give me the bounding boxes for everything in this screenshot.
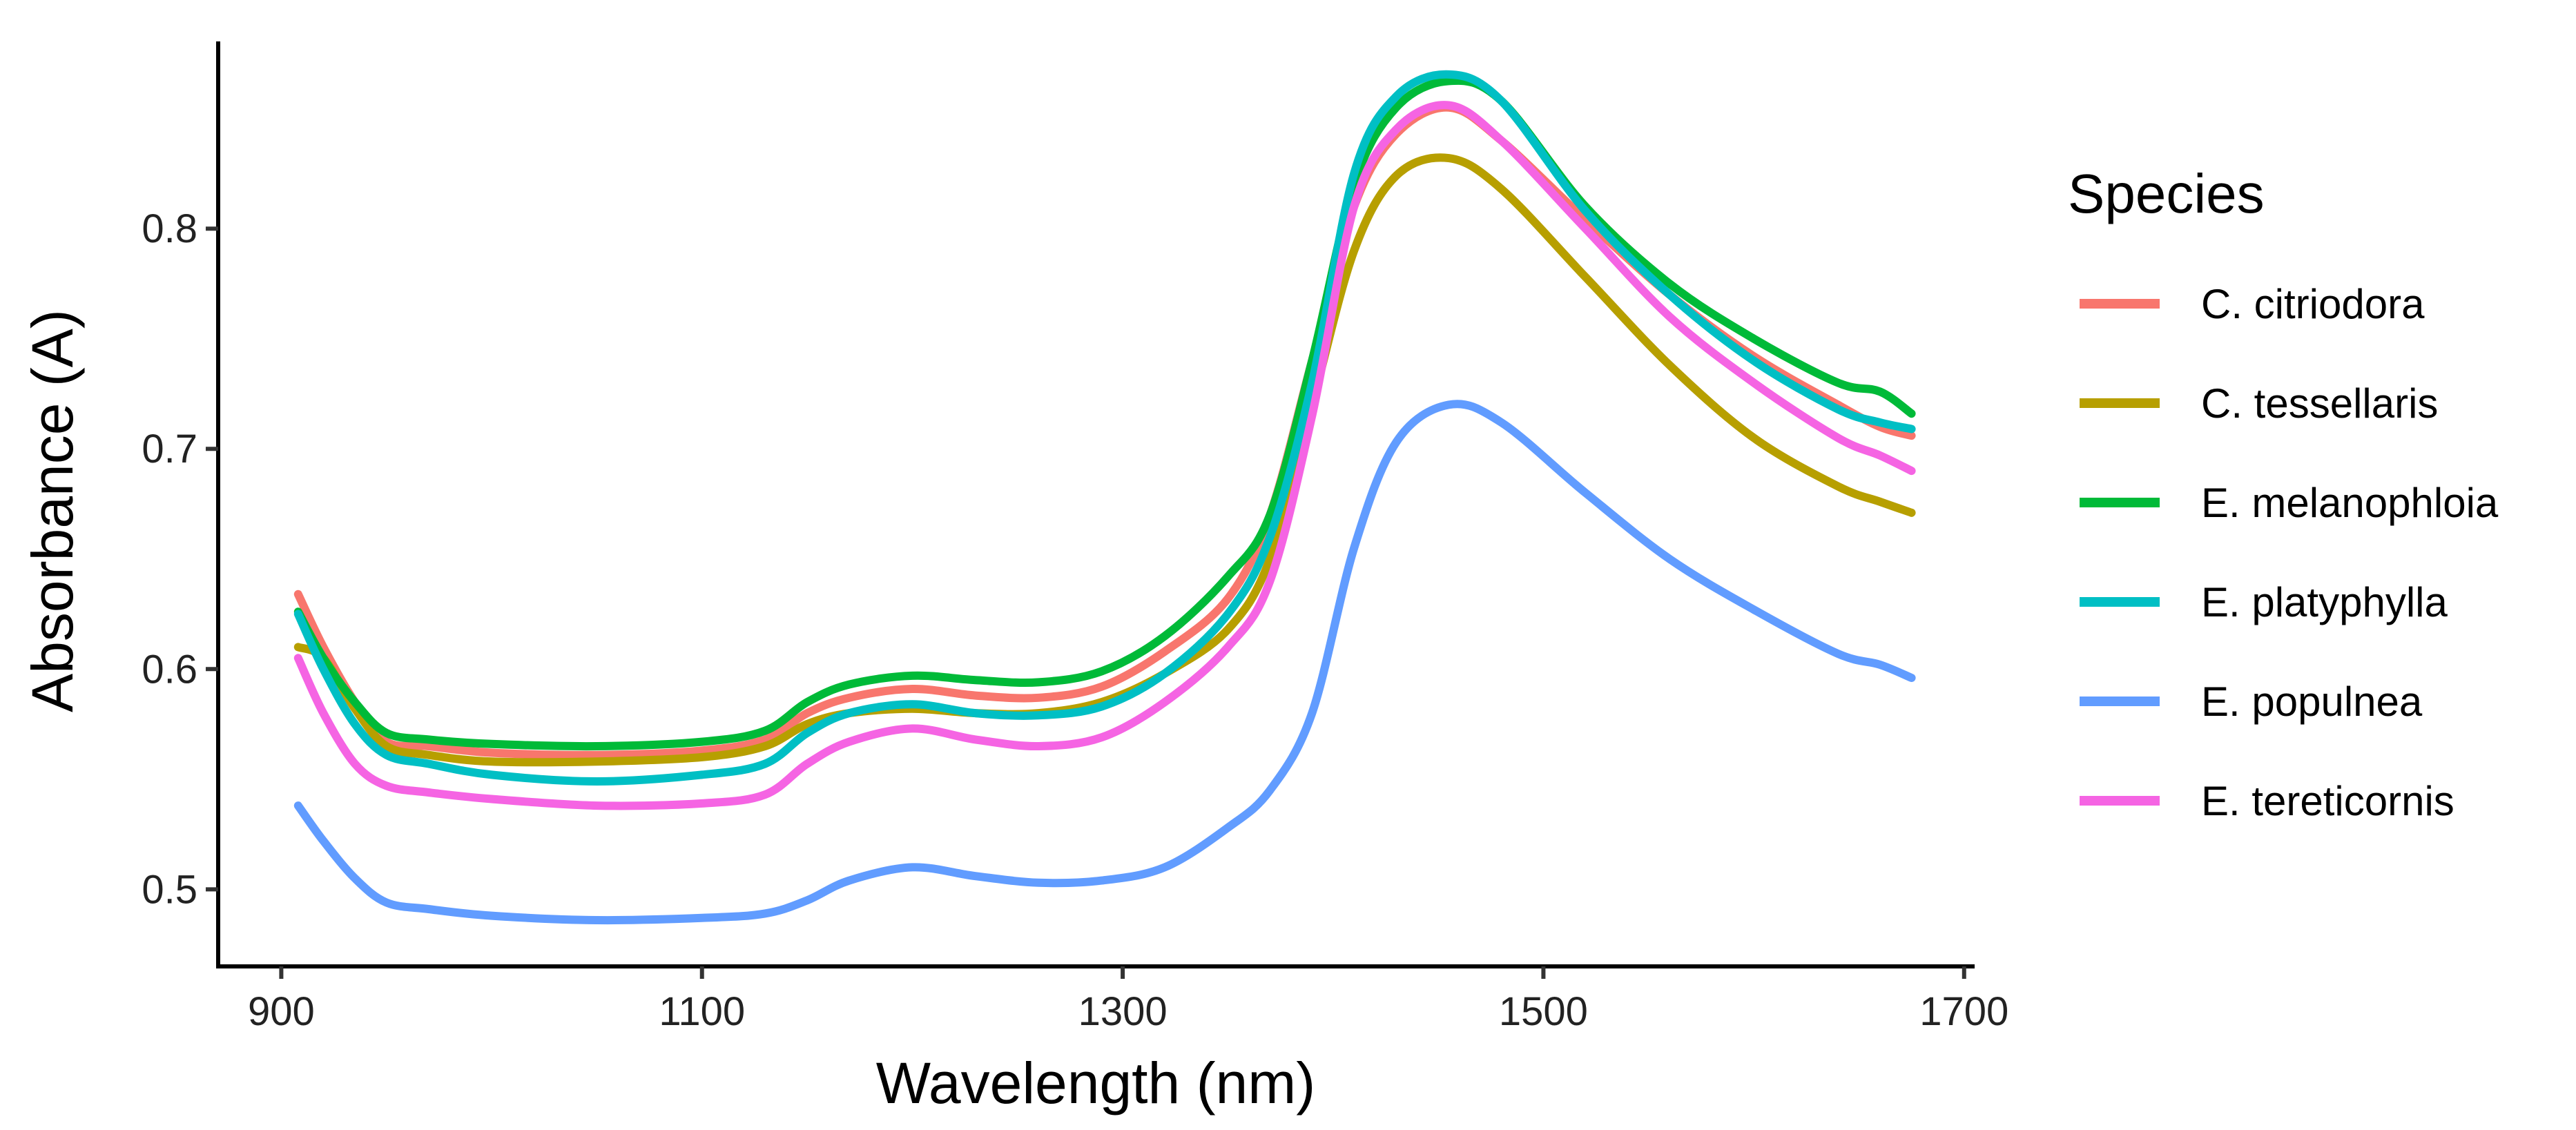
legend-label-e-platyphylla: E. platyphylla xyxy=(2201,579,2448,625)
x-tick-label: 900 xyxy=(248,989,315,1034)
legend-label-e-tereticornis: E. tereticornis xyxy=(2201,778,2454,824)
series-line-e-platyphylla xyxy=(293,70,1916,786)
y-axis-title: Absorbance (A) xyxy=(20,309,85,712)
legend-label-e-melanophloia: E. melanophloia xyxy=(2201,480,2499,526)
legend-label-e-populnea: E. populnea xyxy=(2201,679,2423,725)
legend: Species C. citriodora C. tessellaris E. me… xyxy=(2068,163,2499,824)
axes xyxy=(216,41,1975,968)
y-tick-label: 0.7 xyxy=(142,427,197,471)
y-tick-label: 0.5 xyxy=(142,867,197,912)
x-tick-label: 1100 xyxy=(659,989,745,1034)
x-tick-label: 1300 xyxy=(1078,989,1168,1034)
x-tick-label: 1700 xyxy=(1919,989,2008,1034)
y-tick-label: 0.8 xyxy=(142,206,197,251)
series-line-e-tereticornis xyxy=(293,101,1916,810)
x-axis-ticks: 900 1100 1300 1500 1700 xyxy=(248,966,2008,1034)
legend-title: Species xyxy=(2068,163,2265,224)
y-tick-label: 0.6 xyxy=(142,647,197,692)
series-line-e-populnea xyxy=(293,400,1916,925)
legend-label-c-citriodora: C. citriodora xyxy=(2201,281,2425,327)
series-lines xyxy=(293,70,1916,925)
x-tick-label: 1500 xyxy=(1499,989,1588,1034)
legend-items: C. citriodora C. tessellaris E. melanophlo… xyxy=(2080,281,2499,824)
legend-label-c-tessellaris: C. tessellaris xyxy=(2201,380,2438,427)
x-axis-title: Wavelength (nm) xyxy=(876,1051,1315,1116)
y-axis-ticks: 0.5 0.6 0.7 0.8 xyxy=(142,206,218,912)
